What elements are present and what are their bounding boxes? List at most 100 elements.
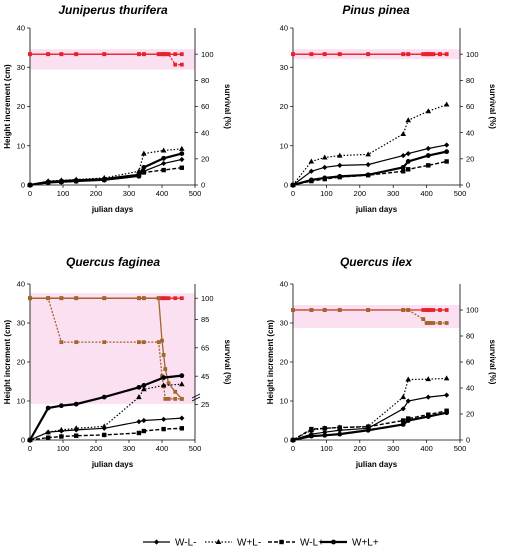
- y-tick-label: 20: [17, 358, 25, 367]
- series-point-W-L+: [161, 167, 166, 173]
- y-tick-label: 20: [280, 102, 288, 111]
- survival-line-3: [30, 297, 183, 400]
- series-line-W+L-: [292, 103, 447, 186]
- survival-point: [156, 296, 161, 301]
- y-right-tick-label: 25: [201, 400, 209, 409]
- series-point-W-L+: [401, 418, 406, 423]
- y-axis-label: Height increment (cm): [3, 64, 12, 149]
- survival-point: [322, 308, 327, 312]
- series-point-W-L+: [322, 426, 327, 431]
- x-tick-label: 200: [90, 189, 103, 198]
- series-point-W+L-: [336, 152, 343, 158]
- legend-label: W+L-: [237, 538, 261, 549]
- series-point-W+L-: [425, 376, 432, 382]
- series-point-W+L+: [405, 159, 411, 164]
- series-point-W+L+: [141, 383, 147, 388]
- y-tick-label: 40: [280, 24, 288, 33]
- x-tick-label: 400: [156, 444, 169, 453]
- series-point-W+L-: [58, 426, 65, 432]
- series-point-W-L-: [400, 406, 406, 412]
- survival-point: [421, 52, 426, 57]
- series-point-W+L-: [365, 151, 371, 157]
- survival-point: [438, 308, 442, 312]
- series-point-W+L+: [45, 405, 51, 411]
- survival-point: [337, 308, 342, 312]
- series-point-W+L-: [141, 150, 147, 156]
- legend-label: W-L-: [175, 538, 196, 549]
- survival-point: [179, 296, 184, 301]
- survival-point: [173, 62, 178, 67]
- survival-point: [59, 296, 64, 301]
- x-tick-label: 0: [291, 189, 295, 198]
- series-point-W+L+: [290, 437, 296, 443]
- series-point-W+L+: [161, 155, 167, 161]
- chart-panel-3: Quercus faginea 0 100 200 300 400 500 0 10 20 30 40…: [3, 255, 232, 469]
- y-tick-label: 40: [17, 24, 25, 33]
- series-point-W-L+: [365, 424, 371, 429]
- series-point-W+L+: [58, 178, 64, 184]
- y-tick-label: 10: [280, 397, 288, 406]
- y-right-tick-label: 100: [466, 306, 479, 315]
- y-tick-label: 30: [17, 63, 25, 72]
- survival-point: [291, 308, 295, 312]
- x-tick-label: 100: [320, 444, 333, 453]
- y-right-tick-label: 60: [466, 102, 474, 111]
- series-point-W-L-: [444, 142, 450, 148]
- y-tick-label: 30: [280, 63, 288, 72]
- y-tick-label: 40: [17, 280, 25, 289]
- y-right-tick-label: 40: [466, 128, 474, 137]
- y-right-tick-label: 100: [201, 50, 214, 59]
- survival-point: [137, 340, 141, 345]
- series-point-W+L+: [141, 164, 147, 170]
- series-point-W-L-: [141, 417, 147, 424]
- survival-point: [431, 321, 436, 325]
- y-right-axis-label: survival (%): [488, 340, 497, 385]
- survival-point: [102, 52, 107, 57]
- y-tick-label: 20: [280, 358, 288, 367]
- series-point-W+L+: [179, 151, 185, 157]
- series-point-W+L-: [160, 147, 167, 153]
- y-right-tick-label: 85: [201, 315, 209, 324]
- series-point-W-L+: [59, 434, 64, 439]
- x-axis-label: julian days: [355, 460, 398, 469]
- survival-point: [428, 308, 432, 312]
- survival-point: [179, 62, 184, 67]
- x-tick-label: 300: [387, 444, 400, 453]
- panel-title: Quercus faginea: [66, 255, 160, 269]
- series-point-W-L-: [444, 392, 450, 398]
- survival-point: [173, 52, 178, 57]
- series-point-W-L+: [179, 426, 184, 431]
- y-right-tick-label: 100: [466, 50, 479, 59]
- y-tick-label: 0: [284, 181, 288, 190]
- survival-point: [102, 296, 107, 301]
- x-axis-label: julian days: [91, 205, 134, 214]
- survival-point: [406, 308, 411, 312]
- series-point-W+L-: [179, 381, 185, 387]
- series-point-W-L+: [426, 163, 431, 168]
- survival-point: [421, 317, 426, 321]
- panel-title: Quercus ilex: [340, 255, 413, 269]
- series-point-W+L-: [321, 154, 328, 160]
- series-point-W+L+: [444, 410, 450, 416]
- x-tick-label: 100: [57, 444, 70, 453]
- series-point-W-L+: [74, 433, 79, 438]
- x-axis-label: julian days: [91, 460, 134, 469]
- y-right-axis-label: survival (%): [223, 84, 232, 129]
- series-point-W+L-: [405, 376, 412, 382]
- series-point-W+L+: [400, 422, 406, 427]
- series-point-W-L-: [161, 416, 167, 422]
- legend-label: W+L+: [352, 538, 379, 549]
- x-tick-label: 500: [454, 189, 467, 198]
- x-tick-label: 300: [123, 444, 136, 453]
- series-point-W+L-: [400, 394, 407, 400]
- y-right-tick-label: 20: [201, 154, 209, 163]
- survival-point: [166, 396, 171, 401]
- series-point-W+L+: [308, 177, 314, 183]
- series-point-W-L+: [309, 426, 314, 432]
- series-point-W-L-: [400, 152, 406, 159]
- series-point-W+L+: [290, 182, 296, 188]
- survival-point: [291, 52, 295, 57]
- series-point-W-L-: [425, 394, 431, 400]
- series-point-W+L+: [136, 172, 142, 178]
